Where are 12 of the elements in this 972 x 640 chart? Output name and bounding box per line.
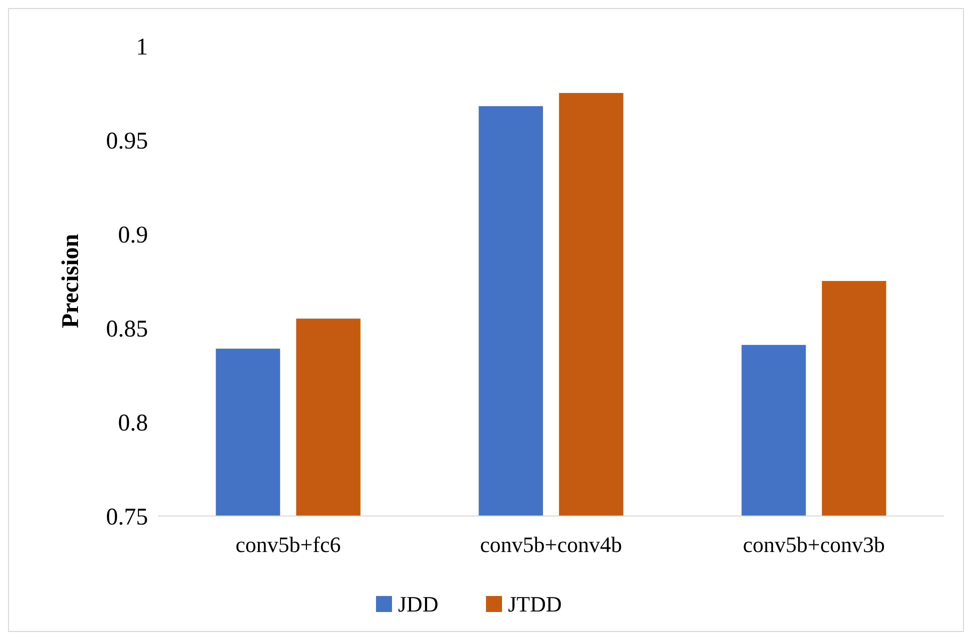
legend-label: JDD [398,592,438,617]
y-tick-label: 0.95 [106,128,148,154]
y-tick-label: 0.85 [106,316,148,342]
x-tick-label: conv5b+conv4b [480,532,622,557]
y-tick-label: 0.8 [118,410,148,436]
y-tick-label: 1 [136,34,148,60]
x-tick-label: conv5b+conv3b [742,532,885,557]
x-tick-label: conv5b+fc6 [235,532,341,557]
y-axis-title: Precision [58,234,84,328]
y-tick-label: 0.9 [118,222,148,248]
y-tick-label: 0.75 [106,504,148,530]
legend-label: JTDD [508,592,562,617]
